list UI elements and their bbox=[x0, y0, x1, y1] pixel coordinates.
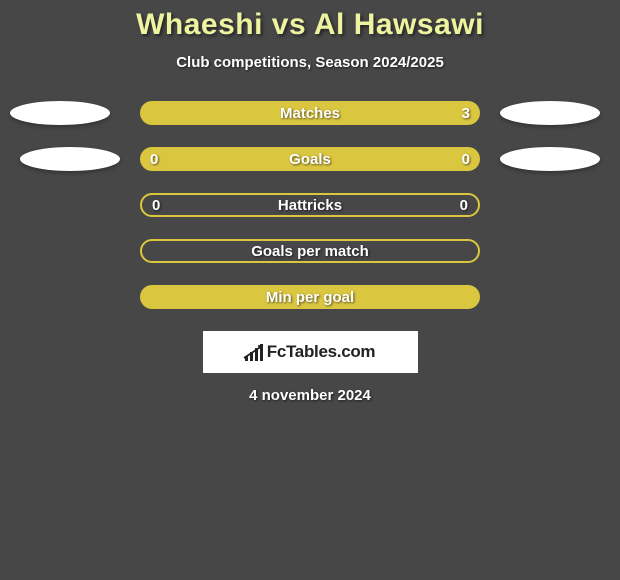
stat-row-goals-per-match: Goals per match bbox=[0, 239, 620, 263]
logo-arrow-icon bbox=[243, 345, 265, 359]
logo-bars-icon bbox=[245, 343, 263, 361]
date-label: 4 november 2024 bbox=[0, 387, 620, 404]
stat-row-hattricks: 0 Hattricks 0 bbox=[0, 193, 620, 217]
stat-row-goals: 0 Goals 0 bbox=[0, 147, 620, 171]
logo: FcTables.com bbox=[245, 342, 376, 362]
stat-pill: Goals per match bbox=[140, 239, 480, 263]
stat-value-left: 0 bbox=[152, 197, 160, 214]
logo-text: FcTables.com bbox=[267, 342, 376, 362]
logo-box[interactable]: FcTables.com bbox=[203, 331, 418, 373]
page-title: Whaeshi vs Al Hawsawi bbox=[0, 8, 620, 42]
stat-value-right: 0 bbox=[462, 151, 470, 168]
ellipse-right bbox=[500, 147, 600, 171]
stat-pill: 0 Goals 0 bbox=[140, 147, 480, 171]
ellipse-left bbox=[10, 101, 110, 125]
stat-label: Goals bbox=[289, 151, 331, 168]
stats-card: Whaeshi vs Al Hawsawi Club competitions,… bbox=[0, 0, 620, 404]
stat-label: Min per goal bbox=[266, 289, 354, 306]
stat-row-min-per-goal: Min per goal bbox=[0, 285, 620, 309]
stat-row-matches: Matches 3 bbox=[0, 101, 620, 125]
stat-label: Goals per match bbox=[251, 243, 369, 260]
stat-pill: Min per goal bbox=[140, 285, 480, 309]
ellipse-left bbox=[20, 147, 120, 171]
stat-label: Hattricks bbox=[278, 197, 342, 214]
stat-value-right: 3 bbox=[462, 105, 470, 122]
stat-value-left: 0 bbox=[150, 151, 158, 168]
stat-pill: 0 Hattricks 0 bbox=[140, 193, 480, 217]
stat-value-right: 0 bbox=[460, 197, 468, 214]
ellipse-right bbox=[500, 101, 600, 125]
subtitle: Club competitions, Season 2024/2025 bbox=[0, 54, 620, 71]
stat-pill: Matches 3 bbox=[140, 101, 480, 125]
stat-label: Matches bbox=[280, 105, 340, 122]
